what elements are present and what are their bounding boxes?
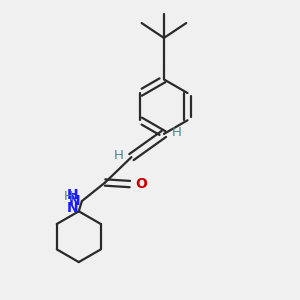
Text: H: H — [114, 149, 124, 162]
Text: H
N: H N — [67, 188, 79, 214]
Text: H: H — [64, 190, 73, 202]
Text: O: O — [135, 177, 147, 191]
Text: H: H — [172, 126, 182, 139]
Text: N: N — [69, 194, 80, 208]
